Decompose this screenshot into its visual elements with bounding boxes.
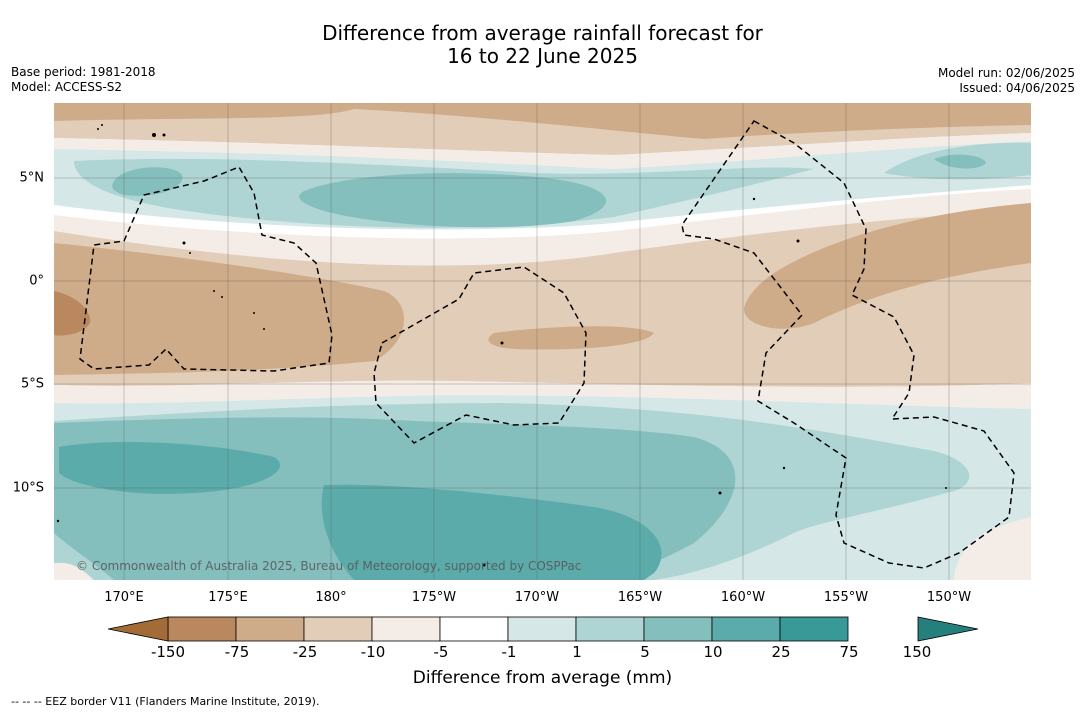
colour-scale-high-arrow [917,616,978,642]
graticule [54,103,1031,580]
model-run-date: Model run: 02/06/2025 [937,66,1075,80]
eez-borders [79,120,1015,569]
colour-scale-low-arrow [108,616,169,642]
legend-tick: -25 [292,643,318,661]
colour-scale-segment [507,616,577,642]
north-wet-core [299,173,607,228]
islands [56,124,947,567]
copyright-notice: © Commonwealth of Australia 2025, Bureau… [76,559,581,573]
colour-scale-segment [167,616,237,642]
legend-tick: 75 [839,643,859,661]
lon-label-175w: 175°W [411,590,457,605]
colour-scale-segment [779,616,849,642]
equatorial-dry-middle [488,326,654,350]
legend-tick: -5 [433,643,449,661]
title-line-2: 16 to 22 June 2025 [447,44,638,68]
legend-tick: -10 [360,643,386,661]
lon-label-170w: 170°W [514,590,560,605]
north-dry-core [54,103,1031,139]
lon-label-160w: 160°W [720,590,766,605]
south-faint-band [54,380,1031,409]
chart-title: Difference from average rainfall forecas… [0,22,1085,68]
legend-tick: -75 [224,643,250,661]
base-period: Base period: 1981-2018 [11,65,156,79]
colour-scale-segment [575,616,645,642]
south-wet-core-west [59,442,281,494]
lon-label-155w: 155°W [823,590,869,605]
lon-label-180: 180° [315,590,347,605]
north-faint-band [54,133,1031,169]
colour-scale-segment [643,616,713,642]
lat-label-10s: 10°S [12,480,44,496]
eez-line-islands [681,120,1015,569]
colour-scale-segment [439,616,509,642]
model-name: Model: ACCESS-S2 [11,80,123,94]
legend-tick: 150 [902,643,932,661]
colour-scale-segment [235,616,305,642]
legend-tick: 5 [640,643,650,661]
legend-tick: 10 [703,643,723,661]
legend-tick: -150 [150,643,186,661]
colour-scale-segment [303,616,373,642]
issued-date: Issued: 04/06/2025 [959,81,1075,95]
run-info: Model run: 02/06/2025 Issued: 04/06/2025 [938,66,1075,96]
south-west-dry-patch [54,562,94,580]
north-wet-west-core [112,167,183,196]
lon-label-175e: 175°E [208,590,248,605]
colour-scale-segments [167,616,849,642]
colour-scale-segment [371,616,441,642]
lon-label-150w: 150°W [926,590,972,605]
rainfall-anomaly-map: © Commonwealth of Australia 2025, Bureau… [54,103,1031,580]
equatorial-dry-east [744,203,1031,329]
eez-kiribati-gilberts [79,166,333,372]
eez-footnote: -- -- -- EEZ border V11 (Flanders Marine… [11,695,320,708]
lat-label-0: 0° [29,273,44,289]
legend-tick: 1 [572,643,582,661]
model-info: Base period: 1981-2018 Model: ACCESS-S2 [11,65,156,95]
colour-scale-segment [711,616,781,642]
north-wet-east-core [934,154,986,169]
south-east-dry-patch [954,517,1031,580]
legend-title: Difference from average (mm) [412,668,673,688]
colour-scale-bar [108,616,978,642]
lat-label-5s: 5°S [20,376,44,392]
title-line-1: Difference from average rainfall forecas… [322,21,763,45]
legend-tick: -1 [501,643,517,661]
legend-tick: 25 [771,643,791,661]
lon-label-165w: 165°W [617,590,663,605]
equatorial-dry-west-core [54,291,91,336]
lat-label-5n: 5°N [19,170,45,186]
equatorial-dry-west [54,243,405,375]
lon-label-170e: 170°E [104,590,144,605]
south-wet-core-centre [321,484,662,580]
